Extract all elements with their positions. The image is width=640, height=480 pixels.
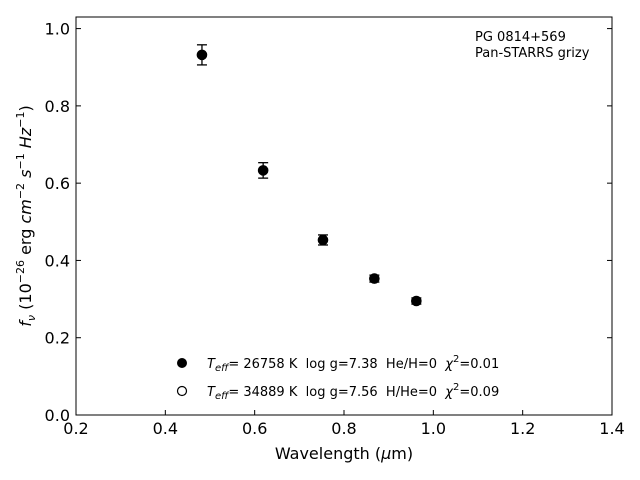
y-axis-label: fν (10−26 erg cm−2 s−1 Hz−1)	[14, 105, 38, 326]
data-point	[411, 295, 422, 307]
legend-entry-2: Teff= 34889 K log g=7.56 H/He=0 χ2=0.09	[207, 382, 499, 402]
y-axis-ticks: 0.0 0.2 0.4 0.6 0.8 1.0	[45, 20, 612, 425]
x-tick-label: 0.8	[331, 419, 356, 438]
x-axis-label: Wavelength (μm)	[275, 444, 413, 463]
y-tick-label: 1.0	[45, 20, 70, 39]
legend-entry-1: Teff= 26758 K log g=7.38 He/H=0 χ2=0.01	[207, 354, 499, 374]
x-tick-label: 1.0	[421, 419, 446, 438]
x-tick-label: 1.4	[599, 419, 624, 438]
data-points	[196, 44, 422, 307]
legend: Teff= 26758 K log g=7.38 He/H=0 χ2=0.01 …	[176, 354, 499, 402]
y-tick-label: 0.6	[45, 174, 70, 193]
survey-annotation: Pan-STARRS grizy	[475, 46, 590, 61]
object-annotation: PG 0814+569	[475, 30, 566, 45]
plot-frame	[75, 16, 613, 416]
x-tick-label: 0.4	[153, 419, 178, 438]
y-tick-label: 0.0	[45, 406, 70, 425]
data-point	[317, 234, 329, 246]
data-point	[369, 273, 380, 284]
x-tick-label: 1.2	[510, 419, 535, 438]
y-tick-label: 0.4	[45, 251, 70, 270]
x-tick-label: 0.2	[63, 419, 88, 438]
x-tick-label: 0.6	[242, 419, 267, 438]
y-tick-label: 0.8	[45, 97, 70, 116]
data-point	[196, 49, 208, 61]
legend-marker-open	[176, 385, 188, 397]
x-axis-ticks: 0.2 0.4 0.6 0.8 1.0 1.2 1.4	[63, 410, 625, 438]
legend-marker-filled	[177, 358, 187, 368]
y-tick-label: 0.2	[45, 329, 70, 348]
data-point	[257, 165, 269, 176]
